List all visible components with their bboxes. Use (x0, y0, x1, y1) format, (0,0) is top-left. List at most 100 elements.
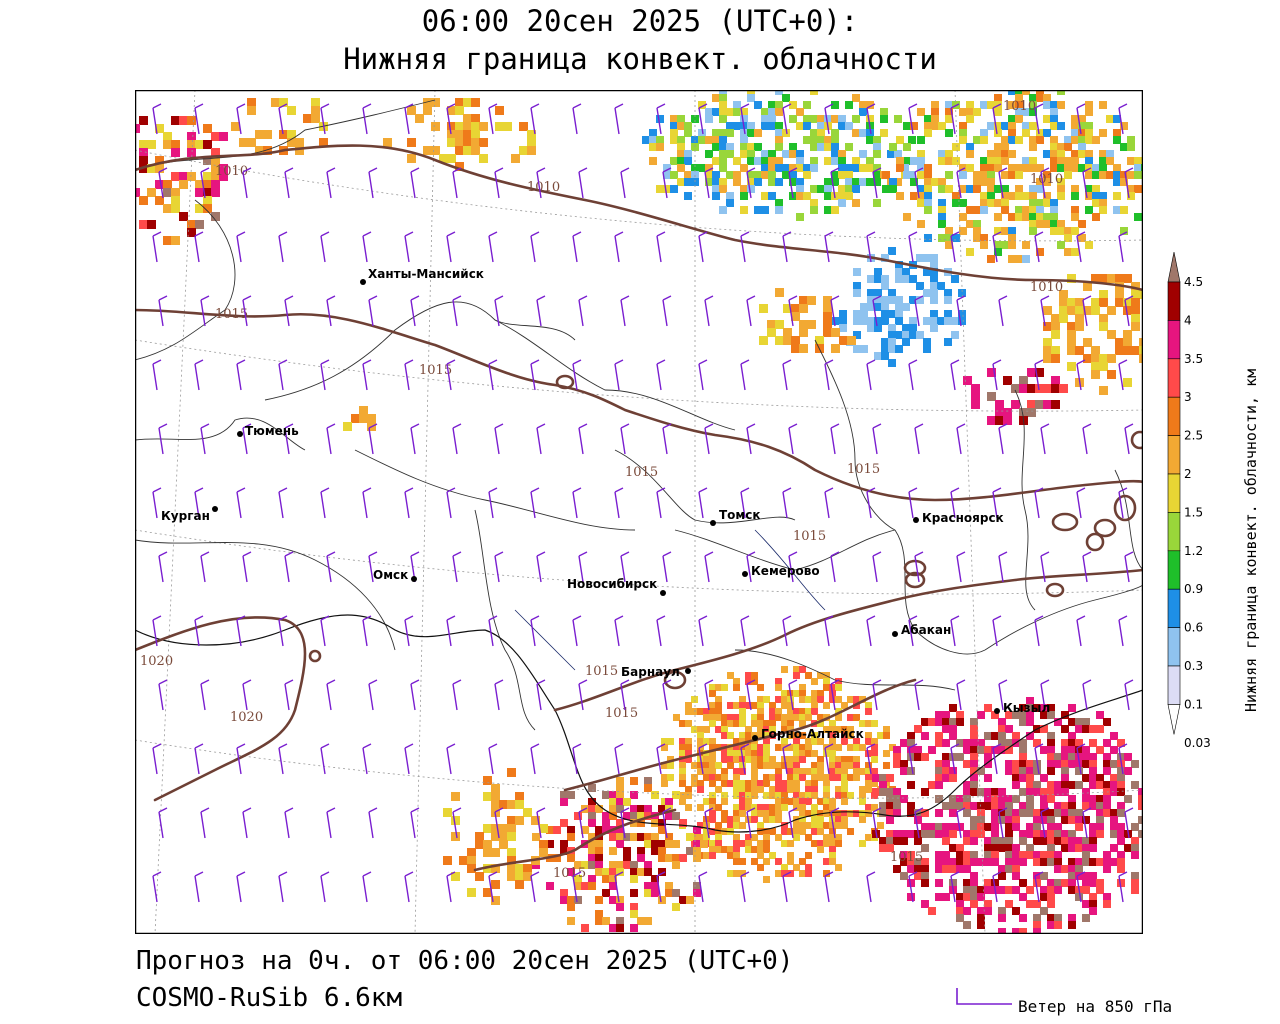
wind-barb (704, 167, 714, 199)
cloud-cell (831, 328, 840, 337)
cloud-cell (799, 858, 806, 865)
cloud-cell (1117, 739, 1125, 747)
wind-barb (572, 231, 582, 263)
cloud-cell (805, 852, 812, 859)
cloud-cell (984, 774, 992, 782)
cloud-cell (991, 830, 999, 838)
wind-barb (452, 295, 462, 327)
cloud-cell (938, 213, 946, 221)
cloud-cell (588, 833, 596, 841)
cloud-cell (853, 762, 860, 769)
cloud-cell (959, 129, 967, 137)
cloud-cell (921, 865, 929, 873)
cloud-cell (1134, 164, 1142, 172)
cloud-cell (740, 150, 748, 158)
cloud-cell (763, 774, 770, 781)
cloud-cell (781, 792, 788, 799)
cloud-cell (658, 868, 666, 876)
cloud-cell (451, 792, 460, 801)
wind-barb (914, 423, 924, 455)
cloud-cell (775, 684, 782, 691)
cloud-cell (847, 714, 854, 721)
cloud-cell (877, 822, 884, 829)
cloud-cell (630, 875, 638, 883)
cloud-cell (560, 798, 568, 806)
cloud-cell (567, 833, 575, 841)
cloud-cell (733, 804, 740, 811)
wind-barb (1040, 167, 1050, 199)
cloud-cell (595, 861, 603, 869)
wind-barb (368, 679, 378, 711)
wind-barb (788, 167, 798, 199)
cloud-cell (1005, 816, 1013, 824)
cloud-cell (971, 400, 980, 409)
cloud-cell (835, 756, 842, 763)
cloud-cell (1117, 774, 1125, 782)
cloud-cell (817, 774, 824, 781)
cloud-cell (1026, 830, 1034, 838)
cloud-cell (616, 903, 624, 911)
wind-barb (1124, 295, 1134, 327)
wind-barb (746, 551, 756, 583)
legend-swatch (1167, 396, 1181, 436)
cloud-cell (733, 816, 740, 823)
cloud-cell (959, 213, 967, 221)
cloud-cell (1061, 879, 1069, 887)
cloud-cell (859, 108, 867, 116)
cloud-cell (866, 101, 874, 109)
cloud-cell (1099, 362, 1108, 371)
cloud-cell (1082, 788, 1090, 796)
cloud-cell (1026, 760, 1034, 768)
cloud-cell (1068, 886, 1076, 894)
cloud-cell (679, 896, 687, 904)
cloud-cell (977, 767, 985, 775)
cloud-cell (781, 762, 788, 769)
legend-level-label: 4 (1184, 313, 1192, 327)
cloud-cell (479, 154, 488, 163)
cloud-cell (888, 324, 896, 332)
cloud-cell (471, 130, 480, 139)
cloud-cell (1075, 767, 1083, 775)
cloud-cell (574, 875, 582, 883)
cloud-cell (616, 861, 624, 869)
cloud-cell (1075, 872, 1083, 880)
cloud-cell (893, 837, 901, 845)
cloud-cell (651, 875, 659, 883)
cloud-cell (1026, 823, 1034, 831)
cloud-cell (811, 738, 818, 745)
cloud-cell (443, 808, 452, 817)
wind-barb (452, 807, 462, 839)
cloud-cell (824, 157, 832, 165)
cloud-cell (811, 768, 818, 775)
cloud-cell (763, 720, 770, 727)
cloud-cell (1043, 129, 1051, 137)
cloud-cell (739, 822, 746, 829)
cloud-cell (963, 795, 971, 803)
cloud-cell (697, 762, 704, 769)
cloud-cell (1110, 809, 1118, 817)
cloud-cell (775, 858, 782, 865)
wind-barb (278, 487, 288, 519)
cloud-cell (1015, 136, 1023, 144)
cloud-cell (971, 392, 980, 401)
cloud-cell (799, 328, 808, 337)
cloud-cell (787, 798, 794, 805)
cloud-cell (739, 720, 746, 727)
cloud-cell (1082, 851, 1090, 859)
cloud-cell (1029, 164, 1037, 172)
cloud-cell (733, 744, 740, 751)
cloud-cell (1029, 206, 1037, 214)
wind-barb (326, 807, 336, 839)
wind-barb (1040, 807, 1050, 839)
cloud-cell (623, 847, 631, 855)
cloud-cell (799, 828, 806, 835)
cloud-cell (793, 864, 800, 871)
cloud-cell (679, 768, 686, 775)
cloud-cell (930, 261, 938, 269)
cloud-cell (881, 352, 889, 360)
cloud-cell (994, 248, 1002, 256)
cloud-cell (495, 122, 504, 131)
cloud-cell (805, 672, 812, 679)
cloud-cell (987, 164, 995, 172)
cloud-cell (602, 868, 610, 876)
